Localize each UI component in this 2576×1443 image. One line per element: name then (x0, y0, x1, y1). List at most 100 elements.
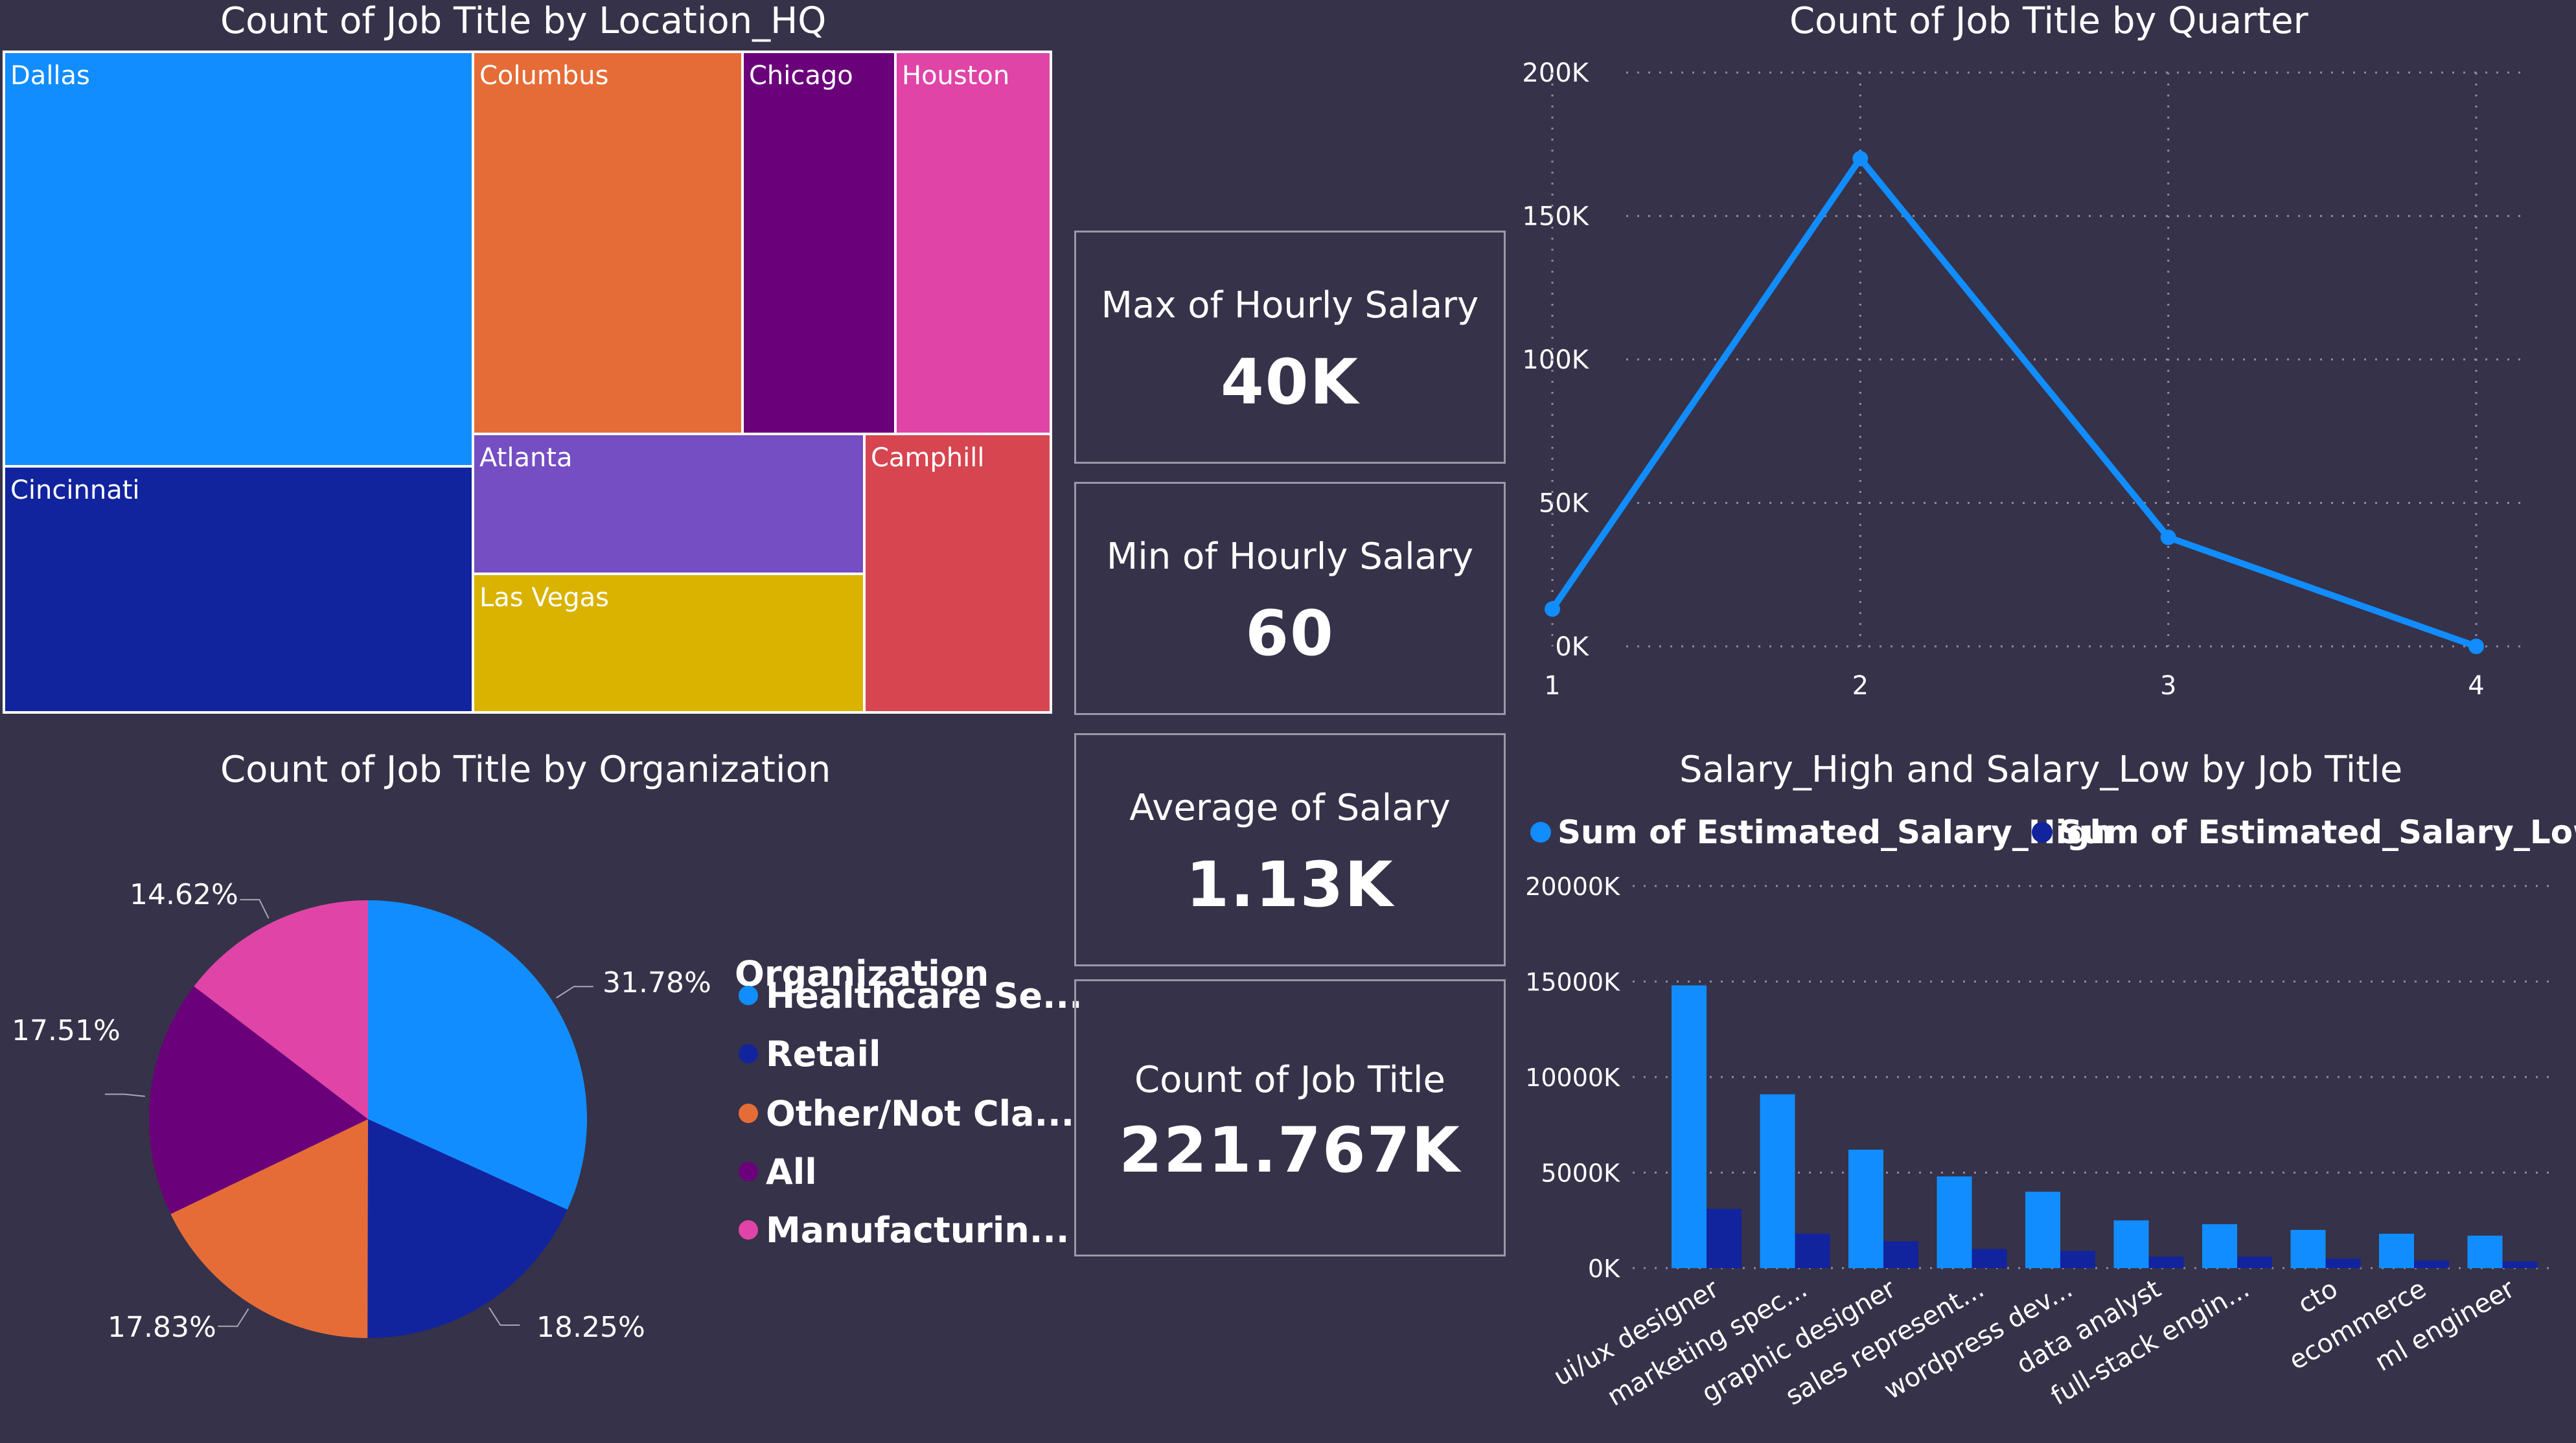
bar (2148, 1256, 2184, 1268)
leader-line (218, 1308, 249, 1327)
legend-label: Other/Not Cla... (766, 1093, 1075, 1134)
bar (2237, 1256, 2272, 1268)
treemap-tile (741, 51, 897, 435)
treemap-title: Count of Job Title by Location_HQ (220, 0, 827, 42)
legend-dot (739, 1220, 758, 1240)
treemap-tile (472, 573, 866, 714)
y-tick-label: 15000K (1525, 968, 1620, 997)
pie-legend-item: Other/Not Cla... (739, 1093, 1074, 1134)
x-tick-label: 4 (2468, 671, 2484, 701)
treemap-label: Las Vegas (479, 583, 609, 613)
bar (2290, 1230, 2326, 1268)
bar (1848, 1150, 1883, 1268)
card-min-hourly-salary: Min of Hourly Salary 60 (1074, 482, 1506, 715)
pie-legend-item: Manufacturin... (739, 1210, 1069, 1251)
y-tick-label: 0K (1555, 632, 1589, 662)
data-point (2468, 639, 2484, 654)
bar (2502, 1261, 2538, 1268)
treemap-tile (863, 433, 1052, 714)
legend-label: Retail (766, 1034, 881, 1074)
card-value: 60 (1245, 597, 1335, 670)
card-label: Count of Job Title (1134, 1059, 1446, 1101)
y-tick-label: 50K (1539, 489, 1590, 519)
series-line (1549, 155, 2478, 650)
bar (2113, 1220, 2149, 1268)
treemap-label: Columbus (479, 61, 608, 91)
legend-label: Sum of Estimated_Salary_Low (2059, 813, 2576, 851)
leader-line (556, 986, 593, 999)
pie-legend-item: Healthcare Se... (739, 975, 1083, 1016)
card-label: Average of Salary (1129, 787, 1451, 829)
bar (1760, 1094, 1795, 1268)
bar (2325, 1258, 2361, 1268)
pie-slice (367, 1119, 568, 1338)
pie-legend-item: Retail (739, 1034, 880, 1074)
line-chart-title: Count of Job Title by Quarter (1789, 0, 2308, 42)
legend-label: Sum of Estimated_Salary_High (1558, 813, 2113, 851)
card-value: 40K (1221, 346, 1359, 418)
legend-dot (739, 1162, 758, 1182)
pie-legend-title: Organization (735, 953, 989, 994)
legend-dot (2032, 821, 2053, 843)
bar (1883, 1241, 1918, 1268)
treemap-label: Dallas (10, 61, 90, 91)
bar (1795, 1233, 1830, 1268)
bar (1972, 1249, 2007, 1268)
bar (1672, 985, 1707, 1268)
treemap-label: Houston (902, 61, 1009, 91)
legend-label: All (766, 1152, 817, 1192)
legend-dot (739, 1104, 758, 1124)
y-tick-label: 10000K (1525, 1063, 1620, 1092)
data-label: 31.78% (603, 966, 711, 999)
y-tick-label: 5000K (1541, 1159, 1620, 1188)
bar-legend-low: Sum of Estimated_Salary_Low (2032, 813, 2576, 851)
bar (1937, 1176, 1972, 1268)
data-point (2160, 529, 2176, 545)
bar (2379, 1233, 2414, 1268)
treemap-label: Cincinnati (10, 475, 140, 505)
card-label: Max of Hourly Salary (1101, 284, 1479, 326)
card-max-hourly-salary: Max of Hourly Salary 40K (1074, 231, 1506, 464)
x-tick-label: 3 (2160, 671, 2176, 701)
data-label: 14.62% (130, 878, 238, 911)
treemap-tile (3, 465, 474, 714)
line-chart: 0K 50K 100K 150K 200K 1 2 3 4 (1522, 58, 2527, 701)
leader-line (240, 899, 270, 919)
y-tick-label: 150K (1522, 202, 1589, 232)
legend-label: Manufacturin... (766, 1210, 1070, 1251)
card-value: 221.767K (1119, 1114, 1461, 1187)
treemap-tile (3, 51, 474, 468)
legend-dot (739, 986, 758, 1006)
treemap-label: Atlanta (479, 443, 573, 473)
bar (2202, 1224, 2237, 1268)
bar (2025, 1192, 2060, 1268)
bar (2467, 1235, 2503, 1268)
pie-slice (368, 900, 588, 1210)
treemap-chart: Dallas Cincinnati Columbus Chicago Houston At… (3, 51, 1052, 714)
data-label: 17.51% (12, 1014, 121, 1047)
legend-dot (739, 1044, 758, 1064)
legend-dot (1530, 821, 1551, 843)
treemap-label: Chicago (749, 61, 853, 91)
treemap-label: Camphill (871, 443, 985, 473)
card-count-job-title: Count of Job Title 221.767K (1074, 979, 1506, 1256)
x-tick-label: 2 (1852, 671, 1869, 701)
treemap-tile (472, 433, 866, 575)
y-tick-label: 200K (1522, 58, 1589, 88)
bar (2060, 1251, 2095, 1268)
legend-label: Healthcare Se... (766, 975, 1083, 1016)
pie-legend-item: All (739, 1152, 817, 1192)
leader-line (104, 1093, 145, 1097)
x-tick-label: cto (2293, 1274, 2343, 1320)
data-label: 17.83% (108, 1311, 216, 1344)
pie-slice (194, 900, 368, 1119)
y-tick-label: 100K (1522, 345, 1589, 375)
bar-legend-high: Sum of Estimated_Salary_High (1530, 813, 2113, 851)
pie-chart-title: Count of Job Title by Organization (220, 749, 831, 791)
bar (2414, 1260, 2449, 1268)
data-point (1545, 601, 1560, 617)
data-label: 18.25% (536, 1311, 645, 1344)
bar (1707, 1209, 1742, 1268)
leader-line (489, 1307, 520, 1326)
